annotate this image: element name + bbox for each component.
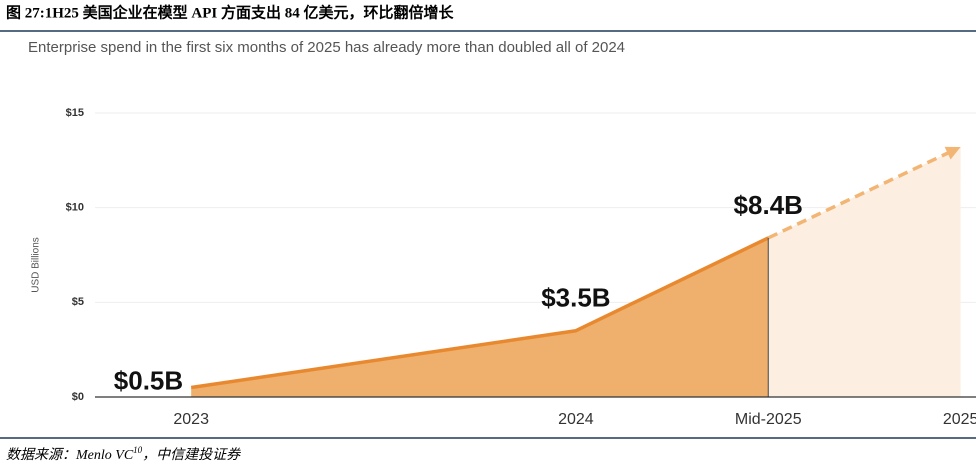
x-tick-label: 2023 <box>173 411 209 428</box>
figure-title: 图 27:1H25 美国企业在模型 API 方面支出 84 亿美元，环比翻倍增长 <box>6 3 454 21</box>
subtitle: Enterprise spend in the first six months… <box>28 39 625 56</box>
source-org: ，中信建投证券 <box>142 447 241 463</box>
area <box>191 237 769 397</box>
x-tick-label: 2024 <box>558 411 594 428</box>
y-tick-label: $15 <box>66 107 84 119</box>
y-axis-label: USD Billions <box>31 237 42 293</box>
x-tick-label: 2025 <box>943 411 976 428</box>
area <box>768 147 961 397</box>
source: 数据来源：Menlo VC10，中信建投证券 <box>6 445 241 463</box>
x-tick-label: Mid-2025 <box>735 411 802 428</box>
source-text: 数据来源：Menlo VC <box>6 447 134 463</box>
value-label: $3.5B <box>541 283 610 313</box>
source-note: 10 <box>133 445 143 455</box>
line <box>767 149 953 240</box>
value-label: $8.4B <box>734 190 803 220</box>
y-tick-label: $10 <box>66 202 84 214</box>
y-tick-label: $5 <box>72 296 84 308</box>
value-label: $0.5B <box>114 365 183 395</box>
line <box>190 236 770 390</box>
arrowhead <box>944 146 961 160</box>
y-tick-label: $0 <box>72 391 84 403</box>
